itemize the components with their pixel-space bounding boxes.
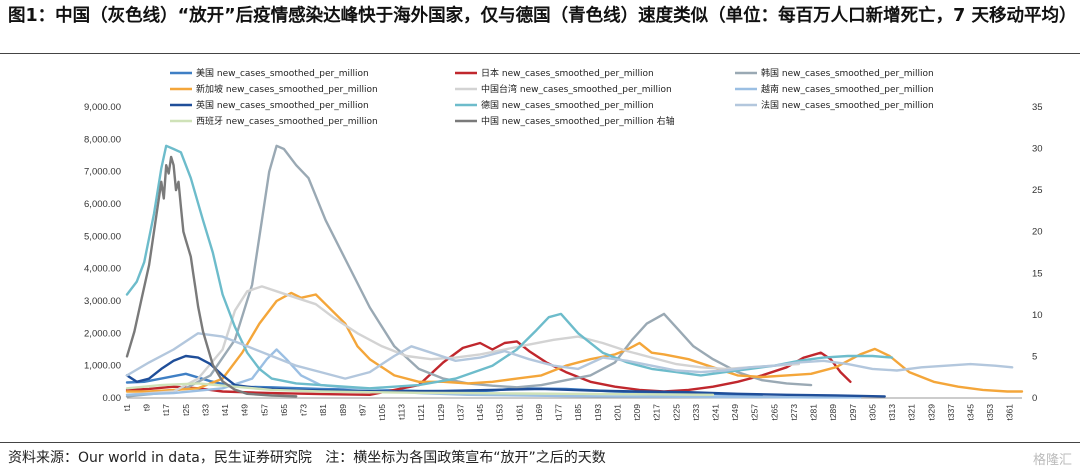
legend-label: 日本 new_cases_smoothed_per_million <box>481 67 654 79</box>
top-divider <box>0 53 1080 54</box>
right-tick-label: 25 <box>1032 185 1043 196</box>
left-tick-label: 4,000.00 <box>84 264 121 275</box>
x-tick-label: t193 <box>593 404 603 421</box>
legend-label: 德国 new_cases_smoothed_per_million <box>481 99 654 111</box>
x-tick-label: t73 <box>299 404 309 416</box>
x-tick-label: t345 <box>966 404 976 421</box>
series-line <box>125 144 813 398</box>
left-tick-label: 5,000.00 <box>84 231 121 242</box>
legend-label: 英国 new_cases_smoothed_per_million <box>196 99 369 111</box>
legend: 美国 new_cases_smoothed_per_million 日本 new_… <box>170 67 934 127</box>
left-axis: 0.00 1,000.00 2,000.00 3,000.00 4,000.00 5,00… <box>84 102 121 404</box>
x-tick-label: t241 <box>710 404 720 421</box>
x-tick-label: t321 <box>907 404 917 421</box>
x-tick-label: t361 <box>1005 404 1015 421</box>
x-tick-label: t121 <box>416 404 426 421</box>
x-axis: t1 t9 t17 t25 t33 t41 t49 t57 t65 t73 t81 t89 t97 t10… <box>122 404 1015 421</box>
x-tick-label: t305 <box>867 404 877 421</box>
x-tick-label: t201 <box>612 404 622 421</box>
x-tick-label: t313 <box>887 404 897 421</box>
x-tick-label: t169 <box>534 404 544 421</box>
x-tick-label: t161 <box>514 404 524 421</box>
left-tick-label: 6,000.00 <box>84 199 121 210</box>
legend-label: 中国 new_cases_smoothed_per_million 右轴 <box>481 115 675 127</box>
line-chart: 0.00 1,000.00 2,000.00 3,000.00 4,000.00 5,00… <box>84 67 1043 421</box>
legend-label: 越南 new_cases_smoothed_per_million <box>761 83 934 95</box>
left-tick-label: 2,000.00 <box>84 328 121 339</box>
right-tick-label: 35 <box>1032 102 1043 113</box>
x-tick-label: t1 <box>122 404 132 411</box>
source-note: 资料来源：Our world in data，民生证券研究院 注：横坐标为各国政… <box>8 450 606 466</box>
x-tick-label: t49 <box>240 404 250 416</box>
x-tick-label: t105 <box>377 404 387 421</box>
series-line <box>125 144 894 390</box>
x-tick-label: t41 <box>220 404 230 416</box>
x-tick-label: t81 <box>318 404 328 416</box>
x-tick-label: t353 <box>985 404 995 421</box>
legend-label: 美国 new_cases_smoothed_per_million <box>196 67 369 79</box>
x-tick-label: t185 <box>573 404 583 421</box>
right-axis: 0 5 10 15 20 25 30 35 <box>1032 102 1043 404</box>
right-tick-label: 10 <box>1032 310 1043 321</box>
legend-label: 西班牙 new_cases_smoothed_per_million <box>196 115 378 127</box>
x-tick-label: t145 <box>475 404 485 421</box>
legend-label: 法国 new_cases_smoothed_per_million <box>761 99 934 111</box>
x-tick-label: t233 <box>691 404 701 421</box>
legend-label: 新加坡 new_cases_smoothed_per_million <box>196 83 378 95</box>
x-tick-label: t113 <box>397 404 407 420</box>
x-tick-label: t137 <box>455 404 465 421</box>
x-tick-label: t33 <box>200 404 210 416</box>
x-tick-label: t281 <box>809 404 819 421</box>
legend-label: 韩国 new_cases_smoothed_per_million <box>761 67 934 79</box>
legend-label: 中国台湾 new_cases_smoothed_per_million <box>481 83 672 95</box>
x-tick-label: t249 <box>730 404 740 421</box>
left-tick-label: 0.00 <box>103 393 122 404</box>
series-line <box>125 382 715 396</box>
x-tick-label: t9 <box>142 404 152 411</box>
x-tick-label: t97 <box>357 404 367 416</box>
right-tick-label: 0 <box>1032 393 1037 404</box>
x-tick-label: t57 <box>259 404 269 416</box>
x-tick-label: t297 <box>848 404 858 421</box>
x-tick-label: t265 <box>769 404 779 421</box>
chart-title: 图1：中国（灰色线）“放开”后疫情感染达峰快于海外国家，仅与德国（青色线）速度类… <box>8 6 1077 26</box>
x-tick-label: t17 <box>161 404 171 416</box>
x-tick-label: t209 <box>632 404 642 421</box>
right-tick-label: 30 <box>1032 144 1043 155</box>
series-line <box>125 155 298 398</box>
x-tick-label: t257 <box>750 404 760 421</box>
left-tick-label: 7,000.00 <box>84 167 121 178</box>
left-tick-label: 8,000.00 <box>84 134 121 145</box>
x-tick-label: t65 <box>279 404 289 416</box>
x-tick-label: t273 <box>789 404 799 421</box>
right-tick-label: 20 <box>1032 227 1043 238</box>
right-tick-label: 5 <box>1032 351 1037 362</box>
series-lines <box>125 144 1024 399</box>
x-tick-label: t153 <box>495 404 505 421</box>
x-tick-label: t25 <box>181 404 191 416</box>
left-tick-label: 3,000.00 <box>84 296 121 307</box>
series-line <box>125 332 1014 380</box>
left-tick-label: 1,000.00 <box>84 361 121 372</box>
x-tick-label: t329 <box>926 404 936 421</box>
x-tick-label: t225 <box>671 404 681 421</box>
bottom-divider <box>0 442 1080 443</box>
x-tick-label: t337 <box>946 404 956 421</box>
series-line <box>125 291 1024 393</box>
x-tick-label: t89 <box>338 404 348 416</box>
watermark: 格隆汇 <box>1032 453 1072 468</box>
series-line <box>125 340 852 396</box>
x-tick-label: t289 <box>828 404 838 421</box>
x-tick-label: t177 <box>554 404 564 421</box>
left-tick-label: 9,000.00 <box>84 102 121 113</box>
series-line <box>125 285 801 396</box>
right-tick-label: 15 <box>1032 268 1043 279</box>
x-tick-label: t129 <box>436 404 446 421</box>
x-tick-label: t217 <box>652 404 662 421</box>
